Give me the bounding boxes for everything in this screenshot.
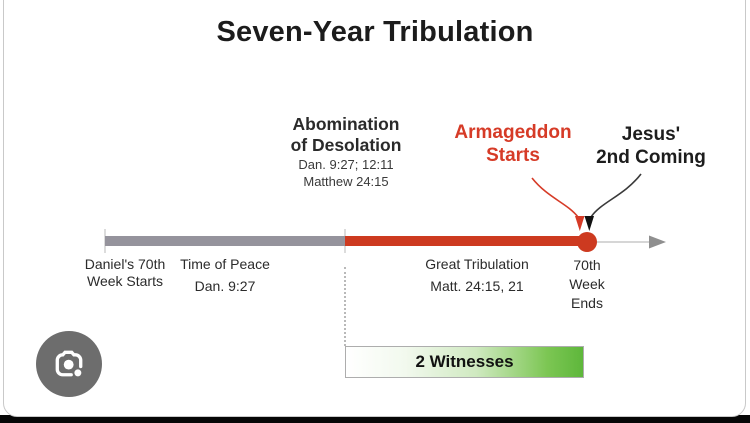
abomination-ref2: Matthew 24:15: [303, 174, 389, 189]
page-background-strip: [0, 415, 750, 423]
start-label-line2: Week Starts: [87, 273, 163, 289]
abomination-ref1: Dan. 9:27; 12:11: [298, 157, 394, 172]
google-lens-button[interactable]: [36, 331, 102, 397]
armageddon-line1: Armageddon: [454, 122, 572, 143]
week-end-marker: [577, 232, 597, 252]
diagram-title: Seven-Year Tribulation: [216, 16, 534, 48]
abomination-line1: Abomination: [292, 114, 400, 134]
abomination-annotation: Abomination of Desolation Dan. 9:27; 12:…: [246, 114, 446, 190]
start-label-line1: Daniel's 70th: [84, 256, 166, 272]
peace-label: Time of Peace Dan. 9:27: [160, 253, 290, 297]
tribulation-label: Great Tribulation Matt. 24:15, 21: [397, 253, 557, 297]
peace-segment-bar: [105, 236, 345, 246]
second-coming-line2: 2nd Coming: [596, 147, 706, 168]
second-coming-annotation: Jesus' 2nd Coming: [571, 123, 731, 169]
week-ends-label: 70th Week Ends: [557, 256, 617, 313]
tribulation-label-ref: Matt. 24:15, 21: [430, 278, 524, 294]
peace-label-ref: Dan. 9:27: [194, 278, 256, 294]
peace-label-title: Time of Peace: [180, 256, 270, 272]
start-label: Daniel's 70th Week Starts: [58, 256, 192, 290]
week-ends-line2: Week: [569, 276, 605, 292]
armageddon-line2: Starts: [486, 145, 540, 166]
abomination-line2: of Desolation: [290, 135, 402, 155]
second-coming-line1: Jesus': [621, 124, 681, 145]
tribulation-label-title: Great Tribulation: [425, 256, 529, 272]
week-ends-line3: Ends: [571, 295, 603, 311]
witnesses-bar: 2 Witnesses: [345, 346, 584, 378]
tribulation-segment-bar: [345, 236, 585, 246]
google-lens-icon: [55, 350, 83, 377]
armageddon-annotation: Armageddon Starts: [433, 121, 593, 167]
week-ends-line1: 70th: [573, 257, 601, 273]
witnesses-dotted-connector: [344, 267, 346, 346]
witnesses-label: 2 Witnesses: [415, 352, 514, 371]
